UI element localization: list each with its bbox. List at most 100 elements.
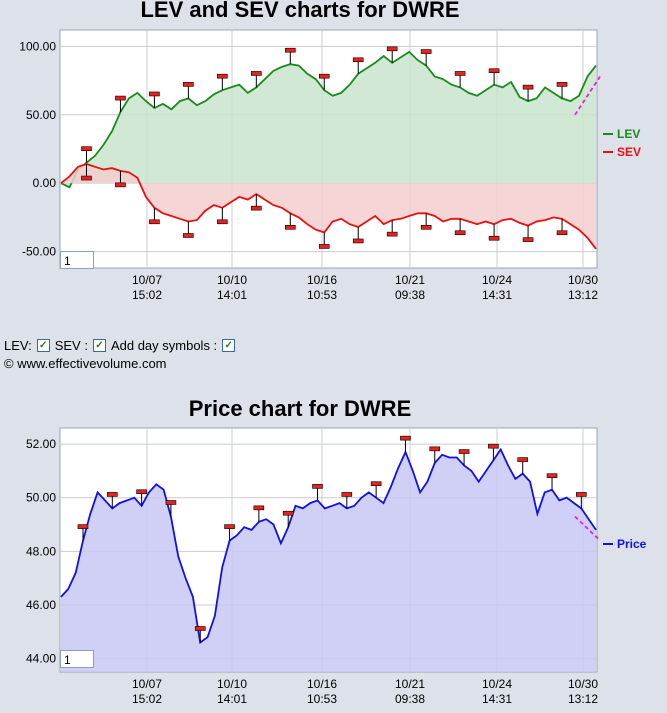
y-tick-label: 100.00 (19, 39, 56, 53)
day-marker (420, 49, 432, 54)
day-marker (107, 492, 118, 497)
copyright-link[interactable]: © www.effectivevolume.com (4, 356, 167, 371)
y-tick-label: 50.00 (26, 108, 56, 122)
x-tick-date: 10/07 (132, 273, 162, 287)
x-tick-date: 10/07 (132, 677, 162, 691)
day-marker (77, 524, 89, 529)
day-marker (251, 205, 262, 211)
day-marker (576, 492, 587, 497)
lev-checkbox[interactable]: ✓ (36, 339, 50, 352)
x-tick-time: 10:53 (307, 288, 337, 302)
x-tick-time: 09:38 (395, 692, 425, 706)
day-marker (251, 71, 262, 76)
x-tick-date: 10/21 (395, 677, 425, 691)
series-toggle-controls: LEV: ✓ SEV : ✓ Add day symbols : ✓ (4, 338, 238, 353)
x-tick-date: 10/10 (217, 273, 247, 287)
day-marker (370, 481, 382, 487)
day-marker (386, 231, 398, 237)
day-marker (488, 235, 500, 241)
day-marker (454, 230, 466, 236)
day-marker (115, 182, 126, 188)
price-area (61, 449, 596, 672)
y-tick-label: 46.00 (26, 598, 56, 612)
sev-toggle-label: SEV : (54, 338, 88, 353)
legend-label: Price (617, 537, 647, 551)
x-tick-time: 14:01 (217, 692, 247, 706)
x-tick-date: 10/24 (482, 273, 512, 287)
day-marker (488, 443, 499, 449)
day-marker (183, 233, 194, 238)
x-tick-time: 10:53 (307, 692, 337, 706)
price-chart-title: Price chart for DWRE (188, 396, 412, 421)
day-marker (149, 91, 160, 97)
lev-line (60, 50, 597, 189)
sev-area (61, 164, 596, 249)
lev-sev-chart-title: LEV and SEV charts for DWRE (140, 0, 460, 22)
day-marker (253, 505, 265, 511)
x-tick-time: 09:38 (395, 288, 425, 302)
day-marker (183, 82, 194, 87)
day-marker (318, 244, 330, 249)
day-marker (454, 71, 466, 76)
day-marker (149, 219, 160, 225)
legend-label: LEV (617, 127, 640, 141)
day-marker (458, 449, 470, 454)
day-marker (284, 47, 296, 53)
y-tick-label: 52.00 (26, 437, 56, 451)
day-marker (194, 626, 206, 631)
day-marker (217, 73, 228, 79)
day-marker (284, 224, 296, 230)
day-marker (556, 230, 568, 236)
y-tick-label: 44.00 (26, 652, 56, 666)
lev-toggle-label: LEV: (4, 338, 32, 353)
day-marker (136, 489, 147, 495)
x-tick-time: 14:01 (217, 288, 247, 302)
sev-line (60, 163, 597, 250)
x-tick-date: 10/16 (307, 273, 337, 287)
y-tick-label: 48.00 (26, 544, 56, 558)
day-marker (81, 146, 92, 151)
x-tick-time: 13:12 (568, 692, 598, 706)
trend-line (574, 515, 601, 542)
day-marker (420, 224, 432, 230)
day-marker (115, 95, 126, 101)
sev-checkbox[interactable]: ✓ (92, 339, 106, 352)
lev-area (61, 51, 596, 188)
y-tick-label: -50.00 (22, 245, 56, 259)
x-tick-date: 10/30 (568, 273, 598, 287)
x-tick-time: 14:31 (482, 288, 512, 302)
day-marker (546, 473, 558, 478)
x-tick-time: 15:02 (132, 692, 162, 706)
day-symbols-label: Add day symbols : (110, 338, 218, 353)
day-symbols-checkbox[interactable]: ✓ (222, 339, 236, 352)
day-marker (217, 219, 228, 225)
x-tick-time: 13:12 (568, 288, 598, 302)
day-marker (517, 457, 529, 462)
day-marker (312, 484, 323, 489)
day-marker (522, 84, 534, 90)
x-tick-date: 10/30 (568, 677, 598, 691)
x-tick-time: 15:02 (132, 288, 162, 302)
x-tick-date: 10/16 (307, 677, 337, 691)
x-tick-date: 10/24 (482, 677, 512, 691)
day-marker (165, 500, 177, 505)
x-tick-date: 10/21 (395, 273, 425, 287)
day-marker (352, 57, 364, 63)
zoom-input-price[interactable]: 1 (60, 650, 94, 668)
day-marker (318, 73, 330, 79)
day-marker (429, 446, 441, 452)
day-marker (81, 175, 92, 181)
trend-line (574, 76, 601, 116)
zoom-input-lev-sev[interactable]: 1 (60, 251, 94, 269)
day-marker (282, 510, 294, 516)
day-marker (488, 68, 500, 74)
day-marker (352, 238, 364, 244)
day-marker (341, 492, 353, 497)
y-tick-label: 50.00 (26, 491, 56, 505)
day-marker (556, 82, 568, 87)
legend-label: SEV (617, 145, 641, 159)
day-marker (522, 237, 534, 242)
day-marker (400, 435, 411, 441)
